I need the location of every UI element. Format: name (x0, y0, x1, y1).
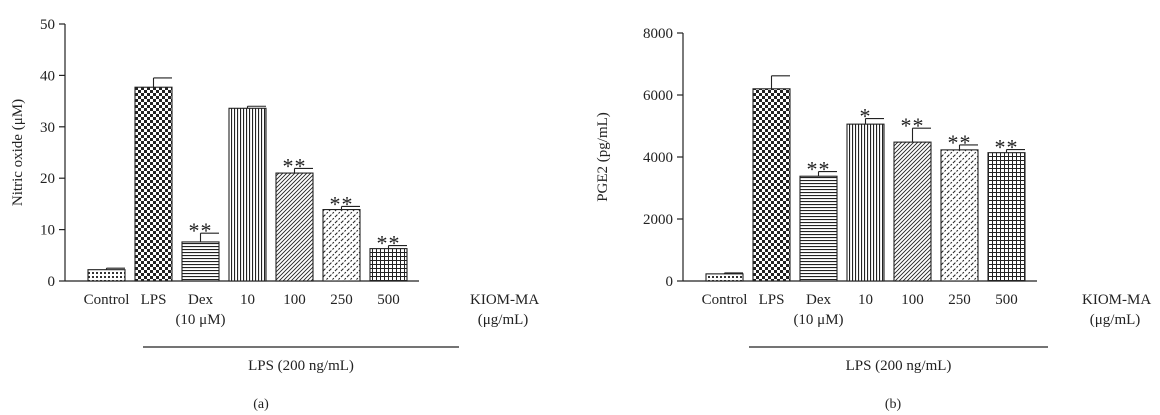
y-axis-label: Nitric oxide (μM) (10, 99, 26, 206)
x-tick-label: 500 (377, 292, 400, 308)
y-tick-label: 50 (40, 17, 55, 33)
group-unit: (μg/mL) (1090, 312, 1141, 328)
bar-control (87, 269, 126, 282)
chart-panel-b: 0 2000 4000 6000 8000 PGE2 (pg/mL) Control LPS *… (595, 26, 1151, 412)
significance-marker: ** (330, 191, 354, 216)
group-label: KIOM-MA (1082, 292, 1151, 308)
bar-control (705, 273, 744, 282)
significance-marker: ** (189, 218, 213, 243)
chart-panel-a: 0 10 20 30 40 50 Nitric oxide (μM) Control LPS **… (10, 17, 539, 412)
group-label: KIOM-MA (470, 292, 539, 308)
y-tick-label: 40 (40, 68, 55, 84)
lps-bracket-label: LPS (200 ng/mL) (248, 358, 354, 374)
lps-bracket-label: LPS (200 ng/mL) (846, 358, 952, 374)
y-tick-label: 6000 (643, 88, 673, 104)
x-tick-label: Control (702, 292, 748, 308)
bar-dex (799, 175, 838, 282)
y-tick-label: 20 (40, 171, 55, 187)
group-unit: (μg/mL) (478, 312, 529, 328)
significance-marker: ** (377, 231, 401, 256)
significance-marker: ** (807, 157, 831, 182)
panel-label: (b) (885, 397, 902, 412)
bar-500 (369, 248, 408, 282)
x-tick-label: LPS (759, 292, 785, 308)
x-tick-label: 250 (330, 292, 353, 308)
y-tick-label: 10 (40, 223, 55, 239)
x-tick-label: 100 (901, 292, 924, 308)
bar-10 (228, 107, 267, 282)
x-tick-label: 10 (858, 292, 873, 308)
x-tick-label: Control (84, 292, 130, 308)
y-tick-label: 8000 (643, 26, 673, 42)
bar-100 (275, 172, 314, 282)
x-tick-label: 500 (995, 292, 1018, 308)
significance-marker: * (860, 104, 872, 129)
bar-100 (893, 141, 932, 282)
bar-lps (134, 86, 173, 282)
x-tick-label: Dex (806, 292, 831, 308)
significance-marker: ** (283, 153, 307, 178)
y-tick-label: 4000 (643, 150, 673, 166)
bar-250 (940, 149, 979, 282)
significance-marker: ** (901, 113, 925, 138)
bar-250 (322, 209, 361, 282)
bar-500 (987, 152, 1026, 282)
y-tick-label: 30 (40, 120, 55, 136)
bar-10 (846, 123, 885, 282)
y-tick-label: 2000 (643, 212, 673, 228)
x-tick-sublabel: (10 μM) (793, 312, 843, 328)
x-tick-label: 100 (283, 292, 306, 308)
bar-lps (752, 88, 791, 282)
panel-label: (a) (253, 397, 269, 412)
bar-dex (181, 241, 220, 282)
x-tick-label: 250 (948, 292, 971, 308)
y-tick-label: 0 (666, 274, 674, 290)
x-tick-sublabel: (10 μM) (175, 312, 225, 328)
x-tick-label: Dex (188, 292, 213, 308)
significance-marker: ** (995, 135, 1019, 160)
y-tick-label: 0 (48, 274, 56, 290)
x-tick-label: LPS (141, 292, 167, 308)
significance-marker: ** (948, 130, 972, 155)
x-tick-label: 10 (240, 292, 255, 308)
y-axis-label: PGE2 (pg/mL) (595, 112, 611, 202)
